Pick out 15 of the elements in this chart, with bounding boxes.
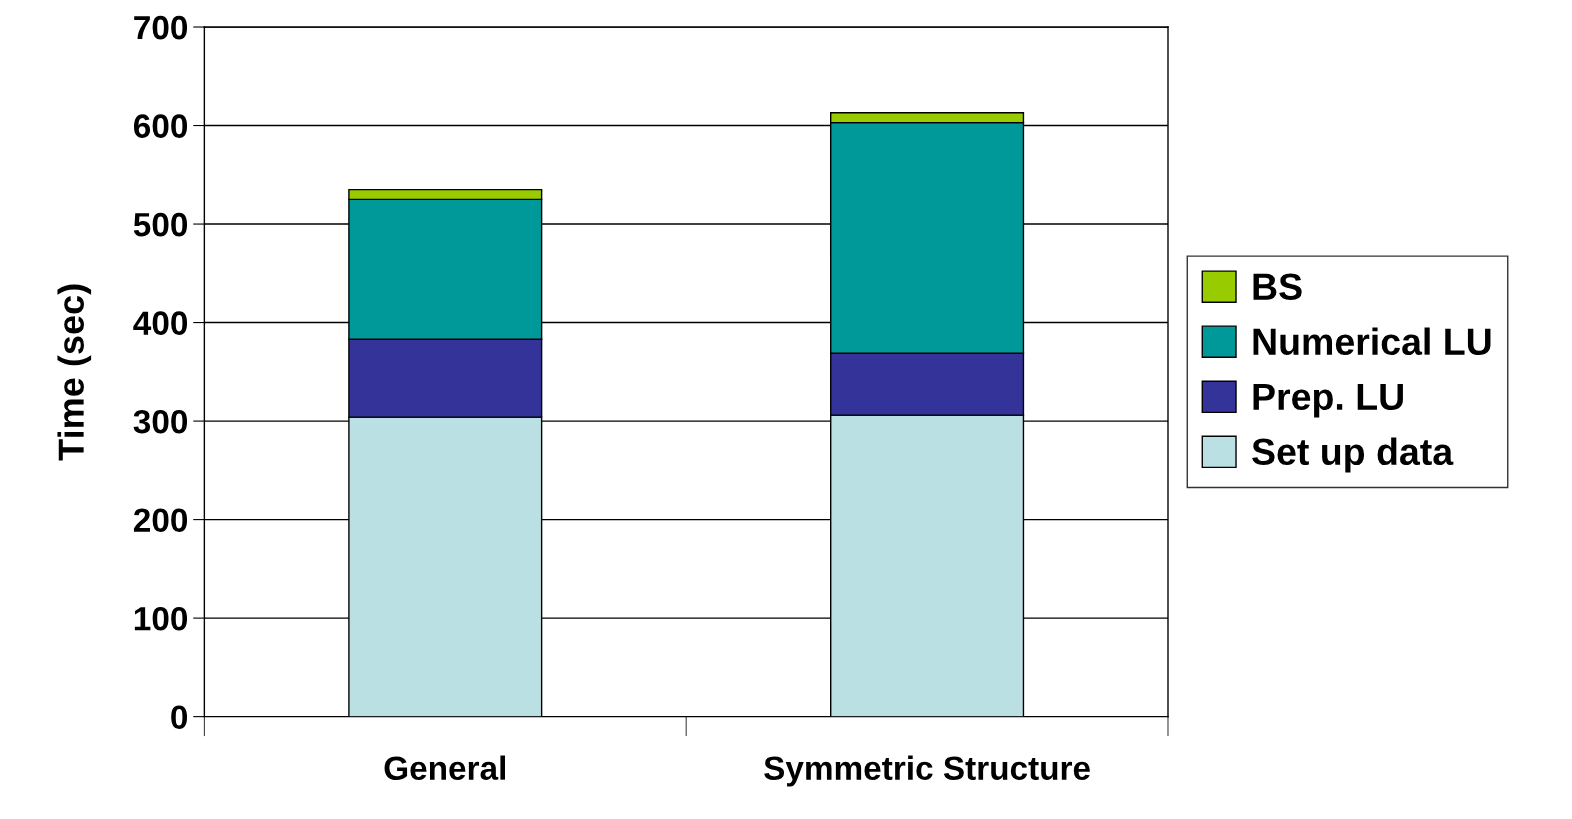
x-tick-label: Symmetric Structure [764, 755, 1090, 787]
legend-label: Prep. LU [1253, 383, 1403, 418]
y-tick-label: 700 [134, 15, 188, 40]
legend-label: Numerical LU [1253, 327, 1491, 356]
y-tick-label: 0 [171, 705, 188, 730]
x-tick-label: General [384, 755, 505, 780]
y-tick-label: 200 [133, 508, 188, 532]
legend-label: BS [1253, 273, 1302, 301]
y-tick-label: 100 [134, 606, 188, 631]
y-axis-title: Time (sec) [57, 284, 92, 461]
y-tick-label: 400 [133, 311, 188, 335]
legend-label: Set up data [1252, 437, 1454, 473]
y-tick-label: 600 [134, 114, 188, 138]
y-tick-label: 300 [133, 409, 188, 434]
y-tick-label: 500 [133, 212, 188, 237]
